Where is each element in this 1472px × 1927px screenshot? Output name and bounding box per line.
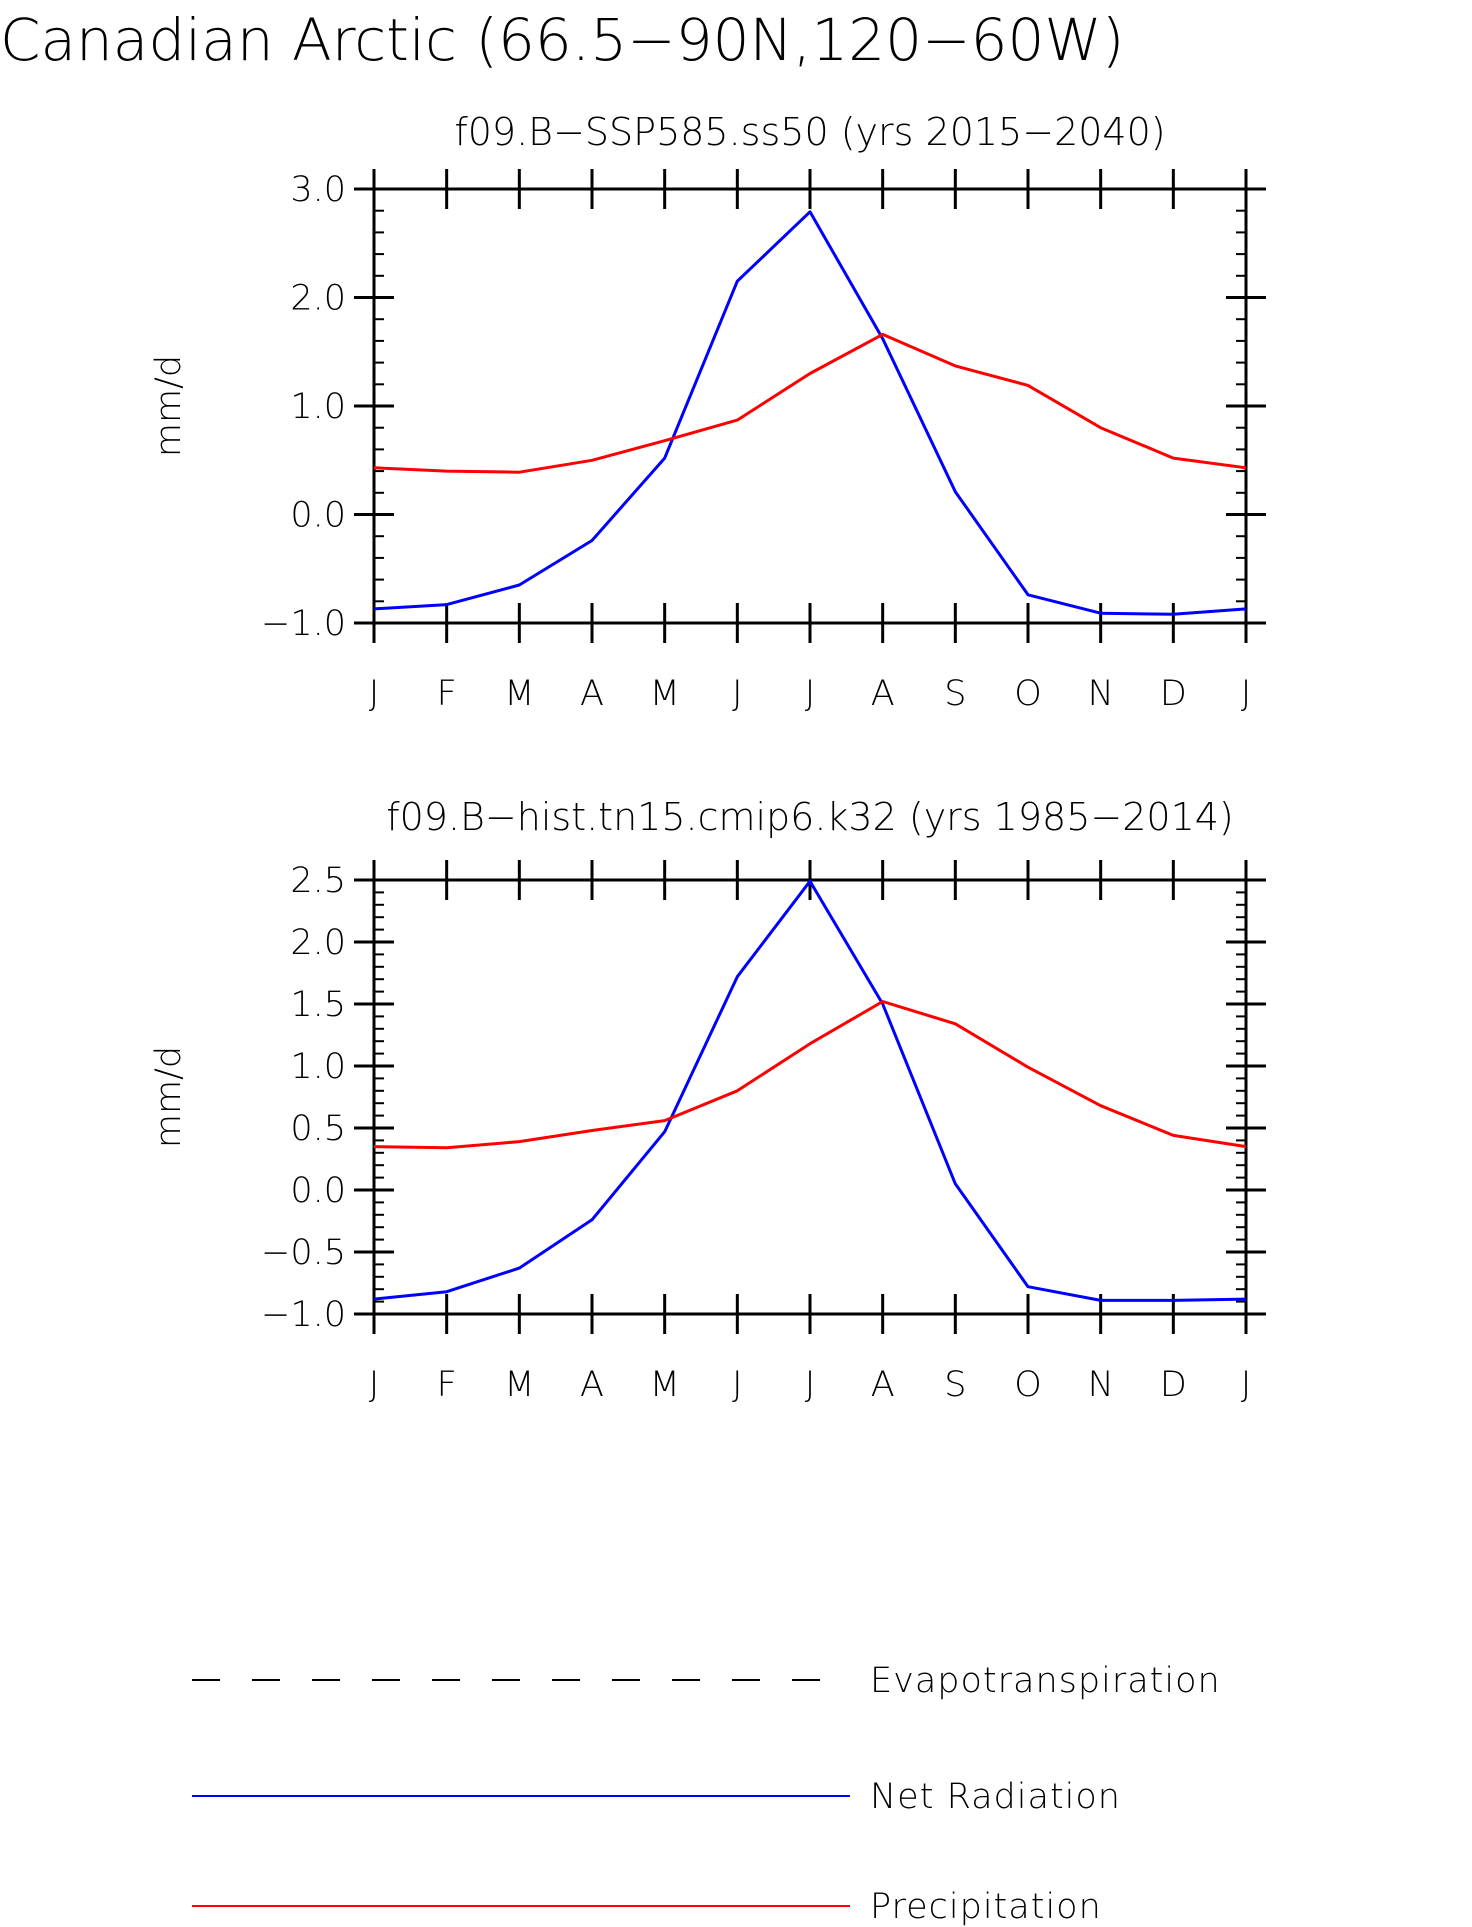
x-tick-label: O [1014, 1365, 1042, 1405]
series-line-net-radiation [373, 210, 1247, 616]
y-tick-label: 2.0 [290, 279, 346, 319]
y-tick-label: 2.0 [290, 923, 346, 963]
x-tick-label: J [805, 1365, 815, 1405]
plot-frame [372, 878, 1248, 1316]
x-tick-label: A [871, 674, 895, 714]
y-tick-label: 0.5 [290, 1109, 346, 1149]
x-tick-label: A [871, 1365, 895, 1405]
y-tick-label: 3.0 [290, 170, 346, 210]
x-tick-label: J [1241, 1365, 1251, 1405]
x-tick-label: N [1088, 674, 1114, 714]
x-tick-label: J [732, 1365, 742, 1405]
x-tick-label: M [650, 1365, 680, 1405]
y-tick-label: 2.5 [290, 861, 346, 901]
y-axis-label: mm/d [149, 1046, 189, 1148]
chart-panel-1: f09.B−SSP585.ss50 (yrs 2015−2040) −1.0 0.0… [149, 110, 1266, 714]
chart-panel-2: f09.B−hist.tn15.cmip6.k32 (yrs 1985−2014… [149, 795, 1266, 1405]
x-tick-label: J [369, 674, 379, 714]
y-tick-label: −1.0 [261, 1295, 346, 1335]
x-tick-label: D [1160, 674, 1187, 714]
legend: Evapotranspiration Net Radiation Precipi… [192, 1661, 1221, 1927]
legend-label-precipitation: Precipitation [870, 1887, 1102, 1927]
y-tick-label: 1.5 [290, 985, 346, 1025]
chart-title: f09.B−SSP585.ss50 (yrs 2015−2040) [454, 110, 1165, 154]
x-tick-label: J [1241, 674, 1251, 714]
series-line-precipitation [373, 332, 1247, 474]
x-tick-label: S [944, 674, 966, 714]
figure-title: Canadian Arctic (66.5−90N,120−60W) [0, 6, 1124, 74]
x-tick-label: F [437, 674, 457, 714]
series-line-net-radiation [373, 879, 1247, 1302]
x-tick-label: A [580, 1365, 604, 1405]
x-tick-label: N [1088, 1365, 1114, 1405]
plot-frame [372, 187, 1248, 625]
y-tick-label: 1.0 [290, 387, 346, 427]
x-tick-label: M [504, 1365, 534, 1405]
chart-title: f09.B−hist.tn15.cmip6.k32 (yrs 1985−2014… [386, 795, 1234, 839]
x-tick-label: J [805, 674, 815, 714]
x-tick-label: O [1014, 674, 1042, 714]
x-tick-label: F [437, 1365, 457, 1405]
legend-label-net-radiation: Net Radiation [870, 1777, 1121, 1817]
x-tick-label: J [369, 1365, 379, 1405]
y-tick-label: 0.0 [290, 496, 346, 536]
x-tick-label: D [1160, 1365, 1187, 1405]
y-tick-label: 0.0 [290, 1171, 346, 1211]
x-tick-label: A [580, 674, 604, 714]
legend-label-evapotranspiration: Evapotranspiration [870, 1661, 1221, 1701]
y-tick-label: −1.0 [261, 604, 346, 644]
series-line-precipitation [373, 1000, 1247, 1150]
y-tick-label: −0.5 [261, 1233, 346, 1273]
x-tick-label: S [944, 1365, 966, 1405]
x-tick-label: J [732, 674, 742, 714]
y-axis-label: mm/d [149, 355, 189, 457]
y-tick-label: 1.0 [290, 1047, 346, 1087]
x-tick-label: M [504, 674, 534, 714]
x-tick-label: M [650, 674, 680, 714]
